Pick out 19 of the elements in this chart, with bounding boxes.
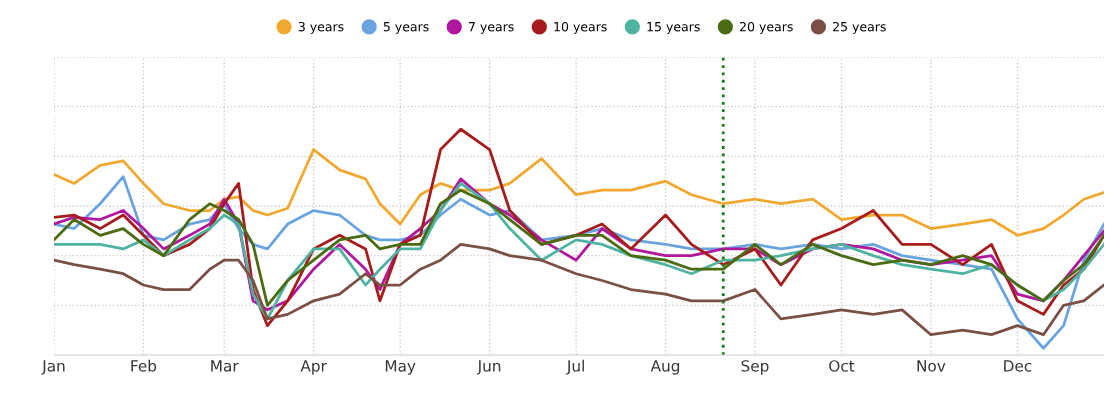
x-tick-label: Jun xyxy=(476,360,501,375)
x-tick-label: Feb xyxy=(131,359,157,372)
legend-label: 7 years xyxy=(469,22,514,34)
x-tick-label: Jul xyxy=(566,359,584,375)
x-tick-label: Jan xyxy=(41,360,65,375)
x-tick-label: Aug xyxy=(650,360,680,375)
legend-label: 25 years xyxy=(833,21,886,34)
legend-label: 15 years xyxy=(647,22,700,34)
legend-label: 10 years xyxy=(554,21,607,34)
x-tick-label: May xyxy=(385,360,416,375)
x-tick-label: Sep xyxy=(741,360,769,375)
x-tick-label: Mar xyxy=(211,360,239,372)
legend-label: 20 years xyxy=(740,21,793,34)
x-tick-label: Nov xyxy=(917,360,946,372)
legend-label: 3 years xyxy=(298,21,344,34)
legend-label: 5 years xyxy=(383,22,429,34)
x-tick-label: Apr xyxy=(300,360,327,375)
x-tick-label: Dec xyxy=(1004,360,1032,372)
x-tick-label: Oct xyxy=(829,360,855,372)
